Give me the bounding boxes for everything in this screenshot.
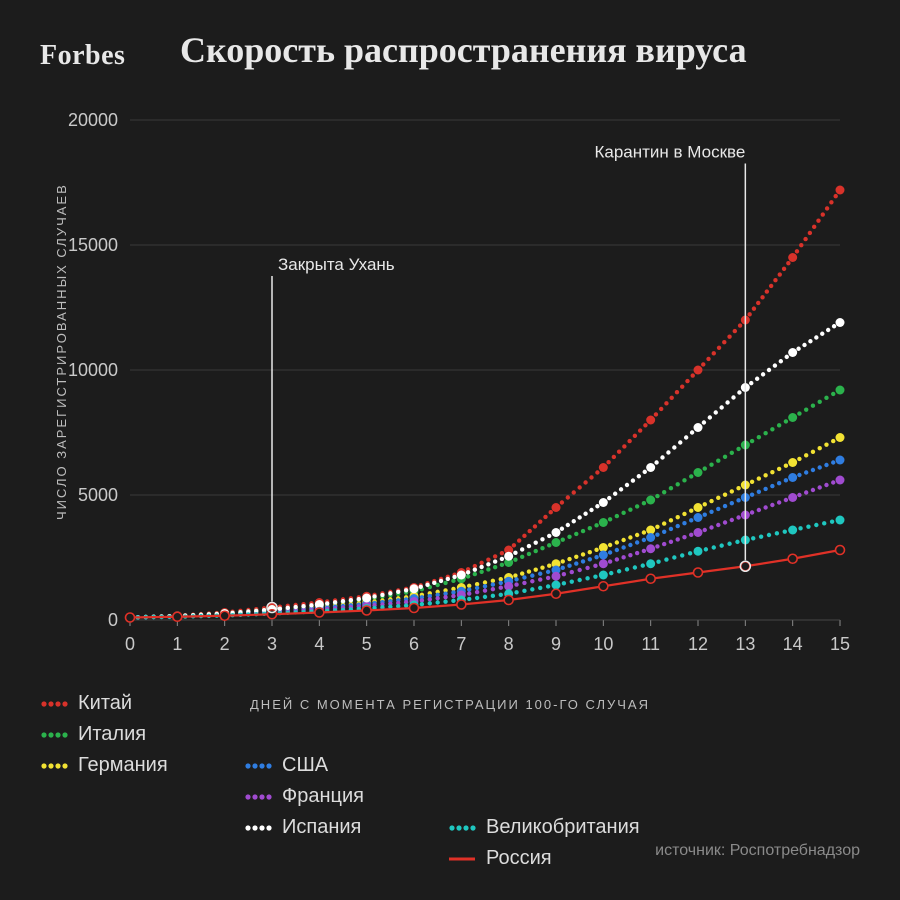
- svg-text:4: 4: [314, 634, 324, 654]
- legend-label: Германия: [78, 754, 168, 777]
- svg-text:5000: 5000: [78, 485, 118, 505]
- svg-text:15: 15: [830, 634, 850, 654]
- svg-text:12: 12: [688, 634, 708, 654]
- svg-text:1: 1: [172, 634, 182, 654]
- legend-label: Франция: [282, 785, 364, 808]
- series-uk: [126, 516, 845, 623]
- chart-area: ЧИСЛО ЗАРЕГИСТРИРОВАННЫХ СЛУЧАЕВ 0500010…: [40, 110, 860, 710]
- svg-text:0: 0: [125, 634, 135, 654]
- chart-title: Скорость распространения вируса: [180, 30, 870, 71]
- svg-text:6: 6: [409, 634, 419, 654]
- svg-text:7: 7: [456, 634, 466, 654]
- series-germany: [126, 433, 845, 622]
- legend-label: Россия: [486, 847, 552, 870]
- svg-text:8: 8: [504, 634, 514, 654]
- source-name: Роспотребнадзор: [730, 842, 860, 859]
- legend-item-uk: Великобритания: [448, 816, 688, 839]
- svg-text:5: 5: [362, 634, 372, 654]
- legend-label: Италия: [78, 723, 146, 746]
- legend-item-spain: Испания: [244, 816, 424, 839]
- legend-label: США: [282, 754, 328, 777]
- source-credit: источник: Роспотребнадзор: [655, 842, 860, 860]
- legend-label: Великобритания: [486, 816, 640, 839]
- legend-label: Китай: [78, 692, 132, 715]
- legend-item-italy: Италия: [40, 723, 220, 746]
- svg-text:13: 13: [735, 634, 755, 654]
- y-axis-label: ЧИСЛО ЗАРЕГИСТРИРОВАННЫХ СЛУЧАЕВ: [54, 183, 69, 520]
- svg-text:9: 9: [551, 634, 561, 654]
- svg-text:3: 3: [267, 634, 277, 654]
- svg-text:14: 14: [783, 634, 803, 654]
- legend-item-usa: США: [244, 754, 424, 777]
- svg-text:11: 11: [641, 634, 660, 654]
- chart-svg: 0500010000150002000001234567891011121314…: [40, 110, 860, 670]
- legend-item-germany: Германия: [40, 754, 220, 777]
- svg-text:10000: 10000: [68, 360, 118, 380]
- series-china: [126, 186, 845, 623]
- series-france: [126, 476, 845, 623]
- series-spain: [126, 318, 845, 622]
- legend-item-france: Франция: [244, 785, 424, 808]
- svg-text:20000: 20000: [68, 110, 118, 130]
- svg-text:2: 2: [220, 634, 230, 654]
- brand-logo: Forbes: [40, 40, 125, 72]
- legend-label: Испания: [282, 816, 361, 839]
- svg-text:10: 10: [593, 634, 613, 654]
- svg-text:15000: 15000: [68, 235, 118, 255]
- source-prefix: источник:: [655, 842, 730, 859]
- svg-text:0: 0: [108, 610, 118, 630]
- annotation-moscow: Карантин в Москве: [594, 143, 745, 162]
- annotation-wuhan: Закрыта Ухань: [278, 255, 395, 274]
- legend-item-china: Китай: [40, 692, 220, 715]
- legend-item-russia: Россия: [448, 847, 688, 870]
